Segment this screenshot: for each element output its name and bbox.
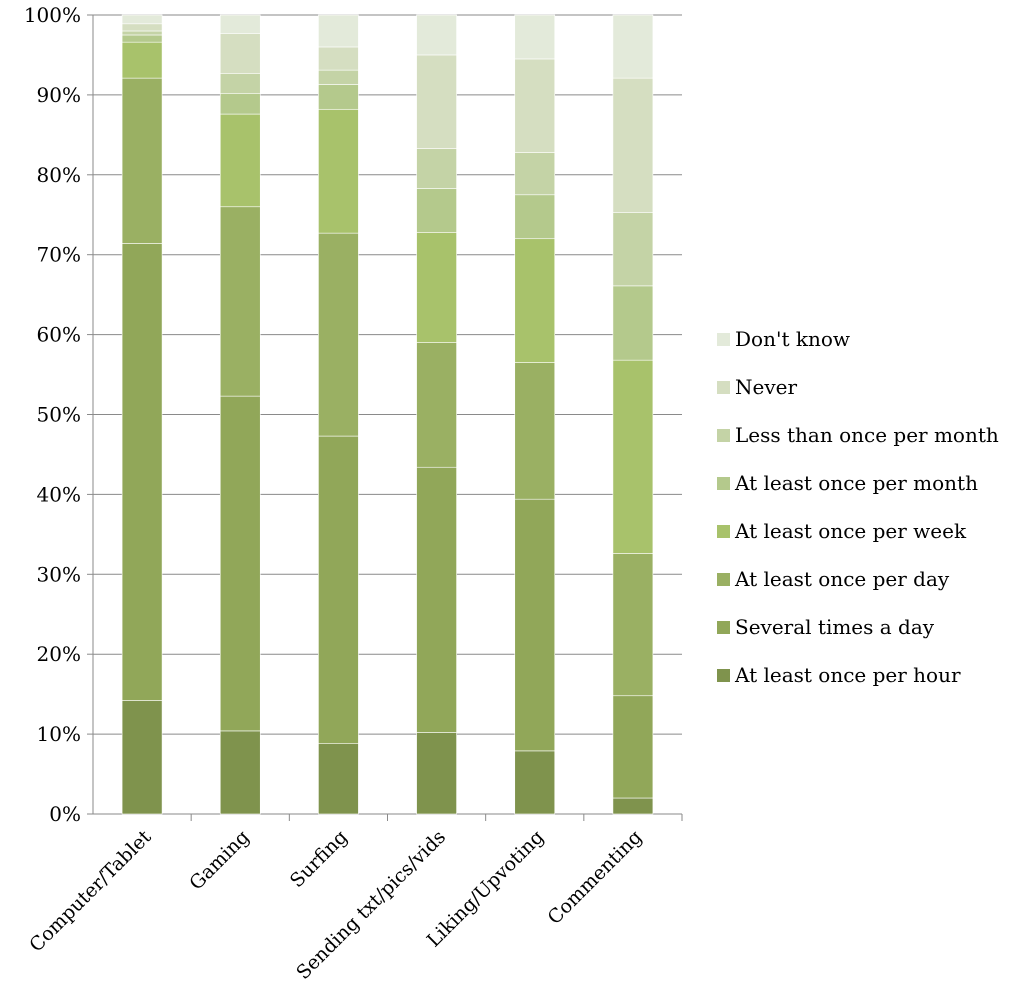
y-tick-label: 60% [37,323,81,347]
legend-label: Less than once per month [735,423,999,447]
bar-segment [318,743,359,815]
bar-segment [514,498,556,752]
bar-segment [612,212,654,287]
bar-segment [121,243,163,701]
legend-label: Don't know [735,327,850,351]
legend-label: At least once per day [734,567,950,591]
legend-swatch [717,477,730,490]
bar-segment [514,14,556,60]
x-category-label: Commenting [543,826,646,929]
bar-segment [318,232,359,437]
bar-segment [416,466,457,733]
bar-segment [416,232,457,343]
bar-segment [612,695,654,799]
bar-segment [514,194,556,240]
x-category-label: Gaming [185,826,254,895]
bar-segment [514,750,556,815]
bar-segment [121,14,163,25]
bar-segment [121,30,163,36]
y-tick-label: 0% [49,802,81,826]
bar-segment [612,359,654,554]
bar-segment [416,54,457,149]
bar-segment [318,14,359,48]
bar-segment [612,285,654,361]
bar-segment [121,700,163,815]
bar-segment [612,14,654,79]
y-tick-label: 70% [37,243,81,267]
bar-segment [318,69,359,85]
legend-swatch [717,621,730,634]
legend-swatch [717,573,730,586]
bar-segment [219,14,261,34]
bar-segment [219,730,261,815]
legend-label: Never [735,375,797,399]
bar-segment [318,46,359,71]
bar-segment [121,77,163,244]
bar-segment [514,238,556,363]
y-tick-label: 20% [37,642,81,666]
y-tick-label: 90% [37,83,81,107]
bar-segment [219,206,261,397]
bar-segment [416,732,457,815]
legend-swatch [717,381,730,394]
bar-segment [121,34,163,43]
bar-segment [318,108,359,234]
bar-segment [612,77,654,213]
bar-segment [416,148,457,189]
legend-swatch [717,333,730,346]
legend-label: Several times a day [735,615,935,639]
y-tick-label: 30% [37,562,81,586]
y-tick-label: 80% [37,163,81,187]
bar-segment [219,73,261,94]
bar-segment [219,395,261,732]
y-tick-label: 40% [37,482,81,506]
y-tick-label: 50% [37,403,81,427]
bar-segment [416,342,457,468]
y-tick-label: 100% [24,3,81,27]
bar-segment [121,23,163,32]
bar-segment [612,553,654,697]
legend-swatch [717,669,730,682]
bar-segment [318,435,359,744]
bar-segment [514,58,556,153]
bar-segment [416,14,457,56]
legend-label: At least once per month [734,471,978,495]
bar-segment [612,797,654,815]
bar-segment [416,188,457,233]
bar-segment [514,152,556,196]
bar-segment [219,33,261,74]
bar-segment [219,113,261,208]
bar-segment [318,84,359,110]
y-tick-label: 10% [37,722,81,746]
bar-segment [121,41,163,79]
x-category-label: Computer/Tablet [25,826,156,957]
legend-label: At least once per week [734,519,967,543]
bar-segment [219,93,261,115]
legend-label: At least once per hour [734,663,961,687]
legend-swatch [717,429,730,442]
bar-segment [514,362,556,500]
x-category-label: Surfing [286,826,352,892]
legend-swatch [717,525,730,538]
